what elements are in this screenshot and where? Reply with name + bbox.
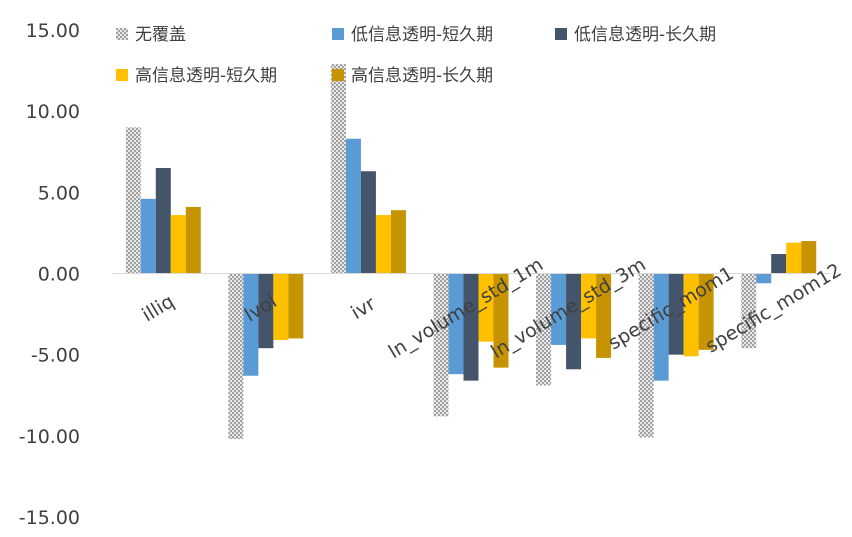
legend-label: 高信息透明-短久期 xyxy=(135,66,277,86)
bar-specific_mom12-series-0 xyxy=(741,273,757,349)
bar-illiq-series-3 xyxy=(170,215,186,274)
y-tick-label: 5.00 xyxy=(38,182,80,204)
bar-ln_volume_std_3m-series-3 xyxy=(581,273,597,339)
legend-label: 低信息透明-长久期 xyxy=(574,25,716,45)
bar-specific_mom1-series-2 xyxy=(668,273,684,355)
legend-label: 高信息透明-长久期 xyxy=(351,66,493,86)
bar-specific_mom1-series-1 xyxy=(653,273,669,381)
legend-swatch xyxy=(332,69,344,81)
bar-ivr-series-2 xyxy=(360,171,376,274)
y-tick-label: -5.00 xyxy=(31,345,80,367)
bar-illiq-series-4 xyxy=(185,206,201,274)
legend-swatch xyxy=(116,69,128,81)
bar-ln_volume_std_1m-series-1 xyxy=(448,273,464,375)
bar-specific_mom12-series-3 xyxy=(786,242,802,274)
bar-ln_volume_std_3m-series-2 xyxy=(566,273,582,370)
bar-lvol-series-1 xyxy=(243,273,259,376)
legend-label: 无覆盖 xyxy=(135,25,186,45)
legend-swatch xyxy=(332,28,344,40)
bar-illiq-series-1 xyxy=(140,198,156,274)
bar-lvol-series-0 xyxy=(228,273,244,440)
bar-ln_volume_std_3m-series-0 xyxy=(536,273,552,386)
legend-label: 低信息透明-短久期 xyxy=(351,25,493,45)
y-tick-label: 15.00 xyxy=(26,20,80,42)
bar-specific_mom12-series-1 xyxy=(756,273,772,284)
y-tick-label: 0.00 xyxy=(38,264,80,286)
bar-specific_mom1-series-4 xyxy=(698,273,714,350)
bar-ln_volume_std_3m-series-4 xyxy=(596,273,612,358)
legend-swatch xyxy=(116,28,128,40)
bar-ln_volume_std_1m-series-4 xyxy=(493,273,509,368)
bar-ln_volume_std_3m-series-1 xyxy=(551,273,567,345)
legend-swatch xyxy=(555,28,567,40)
bar-lvol-series-2 xyxy=(258,273,274,349)
bar-specific_mom12-series-2 xyxy=(771,254,787,274)
bar-specific_mom1-series-3 xyxy=(683,273,699,357)
bar-ivr-series-4 xyxy=(390,210,406,274)
y-axis-tick-labels: 15.00 10.00 5.00 0.00 -5.00 -10.00 -15.00 xyxy=(19,20,80,529)
bar-specific_mom1-series-0 xyxy=(638,273,654,438)
bar-specific_mom12-series-4 xyxy=(801,241,817,274)
y-tick-label: -10.00 xyxy=(19,426,80,448)
y-tick-label: 10.00 xyxy=(26,101,80,123)
bar-series-group xyxy=(125,64,817,440)
bar-ln_volume_std_1m-series-0 xyxy=(433,273,449,417)
bar-ivr-series-1 xyxy=(345,138,361,274)
bar-illiq-series-0 xyxy=(125,127,141,274)
category-label: illiq xyxy=(138,290,178,326)
bar-illiq-series-2 xyxy=(155,167,171,274)
category-label: ivr xyxy=(347,293,379,324)
bar-lvol-series-4 xyxy=(288,273,304,339)
bar-ivr-series-0 xyxy=(330,64,346,274)
bar-ln_volume_std_1m-series-2 xyxy=(463,273,479,381)
bar-ivr-series-3 xyxy=(375,215,391,274)
bar-ln_volume_std_1m-series-3 xyxy=(478,273,494,342)
y-tick-label: -15.00 xyxy=(19,507,80,529)
bar-lvol-series-3 xyxy=(273,273,289,341)
